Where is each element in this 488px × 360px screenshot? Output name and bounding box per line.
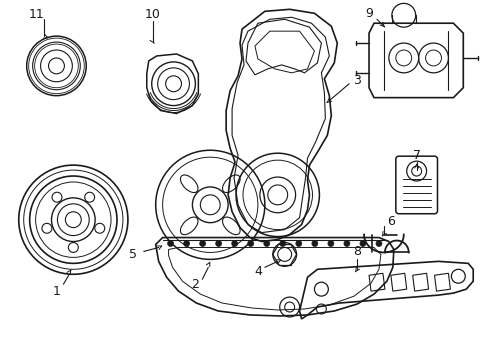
- Text: 7: 7: [412, 149, 420, 162]
- Circle shape: [263, 240, 269, 247]
- Text: 11: 11: [29, 8, 44, 21]
- Circle shape: [215, 240, 221, 247]
- Circle shape: [311, 240, 317, 247]
- Text: 5: 5: [129, 248, 137, 261]
- Text: 4: 4: [253, 265, 261, 278]
- Circle shape: [375, 240, 381, 247]
- Text: 9: 9: [365, 7, 372, 20]
- Text: 6: 6: [386, 215, 394, 228]
- Text: 3: 3: [352, 74, 360, 87]
- Circle shape: [343, 240, 349, 247]
- Text: 1: 1: [52, 285, 61, 298]
- Circle shape: [359, 240, 365, 247]
- Circle shape: [279, 240, 285, 247]
- Circle shape: [183, 240, 189, 247]
- Circle shape: [327, 240, 333, 247]
- Text: 10: 10: [144, 8, 161, 21]
- Circle shape: [231, 240, 237, 247]
- Circle shape: [295, 240, 301, 247]
- Circle shape: [199, 240, 205, 247]
- Text: 8: 8: [352, 245, 360, 258]
- Circle shape: [247, 240, 253, 247]
- Circle shape: [167, 240, 173, 247]
- Text: 2: 2: [191, 278, 199, 291]
